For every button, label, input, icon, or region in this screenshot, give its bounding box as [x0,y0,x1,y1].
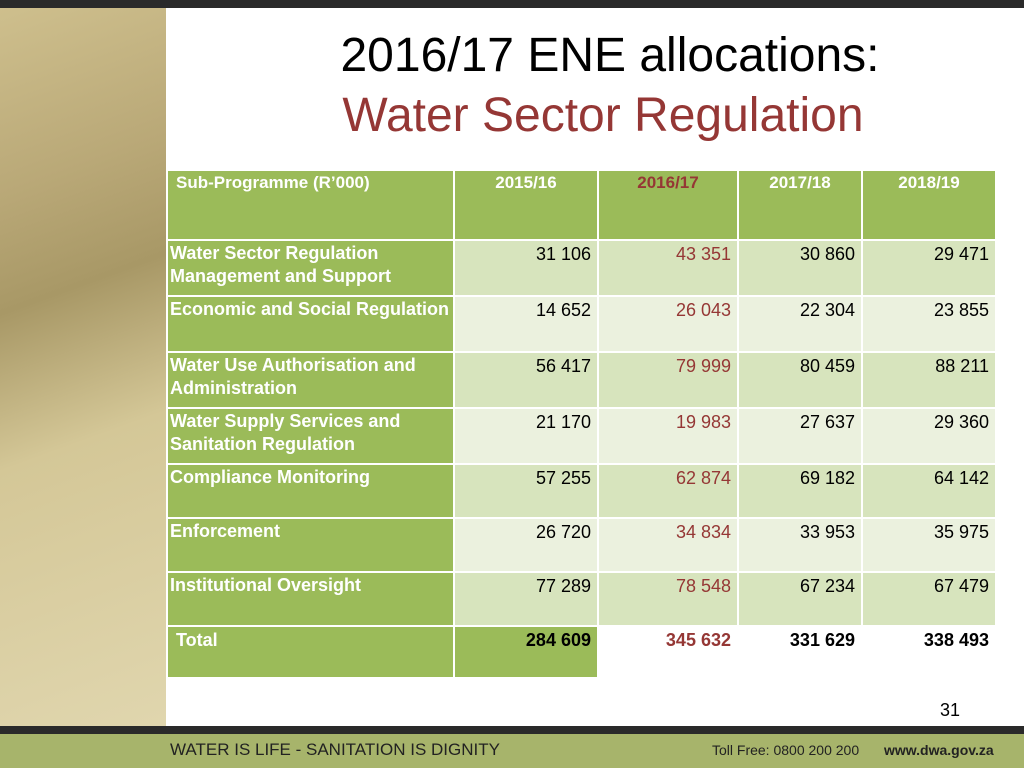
table-cell: 22 304 [738,296,862,352]
table-cell: 35 975 [862,518,996,572]
table-cell: 26 720 [454,518,598,572]
footer [0,734,1024,768]
table-cell: Water Use Authorisation and Administrati… [167,352,454,408]
website: www.dwa.gov.za [884,742,994,758]
table-cell: 19 983 [598,408,738,464]
table-cell: 43 351 [598,240,738,296]
table-cell: 29 360 [862,408,996,464]
header-cell: 2015/16 [454,170,598,240]
header-cell: 2018/19 [862,170,996,240]
table-cell: 67 479 [862,572,996,626]
table-cell: 69 182 [738,464,862,518]
header-cell: Sub-Programme (R’000) [167,170,454,240]
table-cell: 67 234 [738,572,862,626]
subtitle: Water Sector Regulation [342,89,864,142]
table-cell: 23 855 [862,296,996,352]
table-cell: 77 289 [454,572,598,626]
header-cell: 2017/18 [738,170,862,240]
table-cell: 57 255 [454,464,598,518]
table-cell: 62 874 [598,464,738,518]
title: 2016/17 ENE allocations: [340,29,880,82]
table-cell: 345 632 [598,626,738,678]
table-cell: 30 860 [738,240,862,296]
table-cell: 80 459 [738,352,862,408]
table-cell: Institutional Oversight [167,572,454,626]
page-number: 31 [940,700,961,720]
table-cell: 338 493 [862,626,996,678]
table-cell: Total [167,626,454,678]
toll-free: Toll Free: 0800 200 200 [712,742,860,758]
table-cell: 78 548 [598,572,738,626]
table-cell: 88 211 [862,352,996,408]
table-cell: Water Sector Regulation Management and S… [167,240,454,296]
slogan: WATER IS LIFE - SANITATION IS DIGNITY [170,740,500,759]
table-cell: Water Supply Services and Sanitation Reg… [167,408,454,464]
top-bar [0,0,1024,8]
table-cell: 284 609 [454,626,598,678]
table-cell: 29 471 [862,240,996,296]
table-cell: 79 999 [598,352,738,408]
table-cell: Enforcement [167,518,454,572]
table-cell: Economic and Social Regulation [167,296,454,352]
side-image [0,0,166,726]
table-cell: 331 629 [738,626,862,678]
table-cell: 26 043 [598,296,738,352]
table-cell: 31 106 [454,240,598,296]
table-cell: 56 417 [454,352,598,408]
table-cell: 21 170 [454,408,598,464]
header-cell: 2016/17 [598,170,738,240]
table-cell: 64 142 [862,464,996,518]
table-cell: 27 637 [738,408,862,464]
table-cell: 14 652 [454,296,598,352]
table-cell: Compliance Monitoring [167,464,454,518]
table-cell: 33 953 [738,518,862,572]
table-cell: 34 834 [598,518,738,572]
footer-bar [0,726,1024,734]
